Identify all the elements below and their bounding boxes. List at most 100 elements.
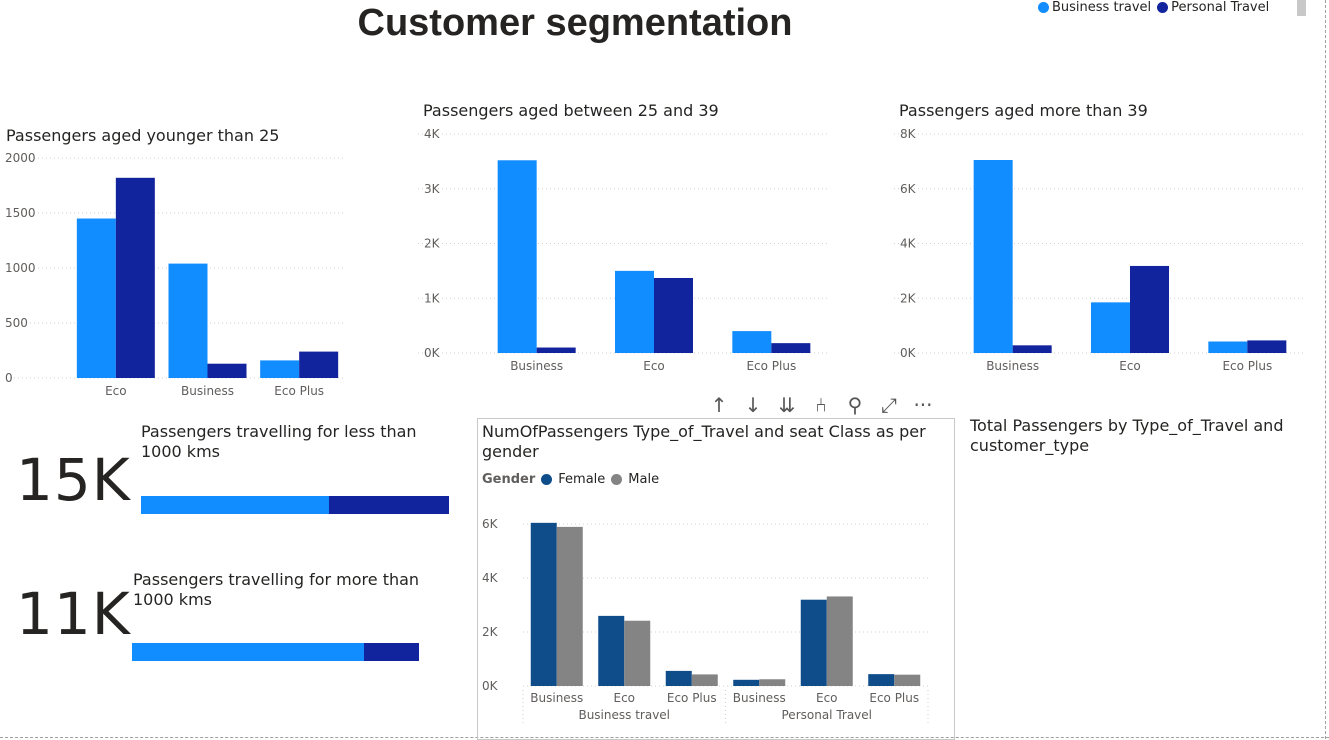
y-tick-label: 2K <box>900 291 917 305</box>
chart-over-39: 0K 2K 4K 6K 8K Business Eco Eco Plus <box>894 127 1306 373</box>
kpi-title-short-distance: Passengers travelling for less than 1000… <box>141 422 417 461</box>
bar-personal-travel <box>1130 265 1169 353</box>
bar-male <box>894 674 921 686</box>
chart-25-39: 0K 1K 2K 3K 4K Business Eco Eco Plus <box>418 127 830 373</box>
legend-label-personal: Personal Travel <box>1171 0 1270 15</box>
bar-male <box>556 526 583 686</box>
more-options-icon[interactable]: ··· <box>913 393 933 417</box>
bar-female <box>530 522 557 686</box>
bar-personal-travel <box>115 177 155 378</box>
kpi-value-long-distance: 11K <box>16 580 131 648</box>
y-tick-label: 0K <box>482 679 499 693</box>
legend-label-business: Business travel <box>1052 0 1152 15</box>
bar-business-travel <box>260 360 300 378</box>
bar-male <box>691 674 718 686</box>
expand-hierarchy-icon[interactable]: ⑃ <box>815 393 827 417</box>
kpi-bar-personal-segment <box>364 643 419 661</box>
y-tick-label: 6K <box>482 517 499 531</box>
bar-personal-travel <box>771 343 811 353</box>
gender-legend-title: Gender <box>482 472 536 487</box>
bar-business-travel <box>168 263 208 378</box>
x-tick-label: Eco <box>613 691 635 705</box>
y-tick-label: 2000 <box>5 151 36 165</box>
kpi-bar-business-segment <box>132 643 365 661</box>
page-border-bottom <box>0 737 1329 738</box>
y-tick-label: 0K <box>424 346 441 360</box>
x-group-label: Business travel <box>578 708 670 722</box>
chart-under-25: 0 500 1000 1500 2000 Eco Business Eco Plus <box>5 151 345 398</box>
y-tick-label: 1000 <box>5 261 36 275</box>
bar-business-travel <box>973 160 1013 353</box>
y-tick-label: 4K <box>424 127 441 141</box>
y-tick-label: 6K <box>900 182 917 196</box>
bar-female <box>868 674 895 686</box>
x-tick-label: Business <box>986 359 1039 373</box>
expand-next-level-icon[interactable]: ⇊ <box>778 393 796 417</box>
y-tick-label: 3K <box>424 182 441 196</box>
bar-female <box>665 670 692 686</box>
y-tick-label: 4K <box>900 237 917 251</box>
chart-title-under-25: Passengers aged younger than 25 <box>6 126 280 145</box>
bar-business-travel <box>732 331 772 353</box>
bar-personal-travel <box>207 363 247 378</box>
kpi-value-short-distance: 15K <box>16 446 131 514</box>
x-tick-label: Business <box>733 691 786 705</box>
chart-pie <box>1028 478 1248 698</box>
scrollbar[interactable] <box>1297 0 1306 16</box>
x-tick-label: Eco Plus <box>1222 359 1272 373</box>
bar-male <box>826 596 853 686</box>
kpi-bar-personal-segment <box>328 496 449 514</box>
y-tick-label: 0K <box>900 346 917 360</box>
x-tick-label: Eco Plus <box>667 691 717 705</box>
chart-title-over-39: Passengers aged more than 39 <box>899 101 1148 120</box>
legend-item-personal-travel[interactable]: Personal Travel <box>1157 0 1269 15</box>
drill-down-icon[interactable]: ↓ <box>744 393 762 417</box>
y-tick-label: 4K <box>482 571 499 585</box>
legend: Business travel Personal Travel <box>1038 0 1269 15</box>
legend-dot-male <box>611 474 623 485</box>
sort-ascending-icon[interactable]: ↑ <box>710 393 728 417</box>
kpi-title-long-distance: Passengers travelling for more than 1000… <box>133 570 420 609</box>
bar-personal-travel <box>299 351 339 378</box>
chart-title-pie: Total Passengers by Type_of_Travel and c… <box>970 416 1284 455</box>
bar-male <box>624 620 651 686</box>
x-tick-label: Eco <box>105 384 127 398</box>
legend-dot-business <box>1038 2 1049 13</box>
bar-business-travel <box>1091 302 1130 353</box>
kpi-bar-short-distance <box>141 496 449 514</box>
legend-label-male[interactable]: Male <box>628 472 660 487</box>
bar-business-travel <box>497 160 537 353</box>
chart-title-25-39: Passengers aged between 25 and 39 <box>423 101 719 120</box>
chart-title-gender: NumOfPassengers Type_of_Travel and seat … <box>482 422 926 461</box>
bar-business-travel <box>1208 341 1248 353</box>
x-tick-label: Business <box>181 384 234 398</box>
x-tick-label: Business <box>530 691 583 705</box>
visual-header-toolbar: ↑ ↓ ⇊ ⑃ ⚲ ⤢ ··· <box>708 393 934 417</box>
bar-personal-travel <box>654 277 693 353</box>
y-tick-label: 1500 <box>5 206 36 220</box>
legend-label-female[interactable]: Female <box>558 472 606 487</box>
legend-dot-female <box>541 474 553 485</box>
bar-business-travel <box>615 270 654 353</box>
legend-dot-personal <box>1157 2 1169 13</box>
page-border-right <box>1325 0 1326 739</box>
x-tick-label: Eco <box>1119 359 1141 373</box>
y-tick-label: 0 <box>5 371 13 385</box>
x-tick-label: Business <box>510 359 563 373</box>
x-tick-label: Eco <box>643 359 665 373</box>
y-tick-label: 8K <box>900 127 917 141</box>
filter-icon[interactable]: ⚲ <box>847 393 863 417</box>
y-tick-label: 1K <box>424 291 441 305</box>
bar-female <box>733 679 760 686</box>
x-tick-label: Eco <box>816 691 838 705</box>
bar-personal-travel <box>1012 345 1052 353</box>
legend-item-business-travel[interactable]: Business travel <box>1038 0 1151 15</box>
focus-mode-icon[interactable]: ⤢ <box>881 393 897 417</box>
y-tick-label: 2K <box>424 237 441 251</box>
x-group-label: Personal Travel <box>782 708 873 722</box>
gender-legend: Gender Female Male <box>482 472 659 487</box>
y-tick-label: 2K <box>482 625 499 639</box>
bar-business-travel <box>76 218 116 378</box>
x-tick-label: Eco Plus <box>869 691 919 705</box>
x-tick-label: Eco Plus <box>746 359 796 373</box>
